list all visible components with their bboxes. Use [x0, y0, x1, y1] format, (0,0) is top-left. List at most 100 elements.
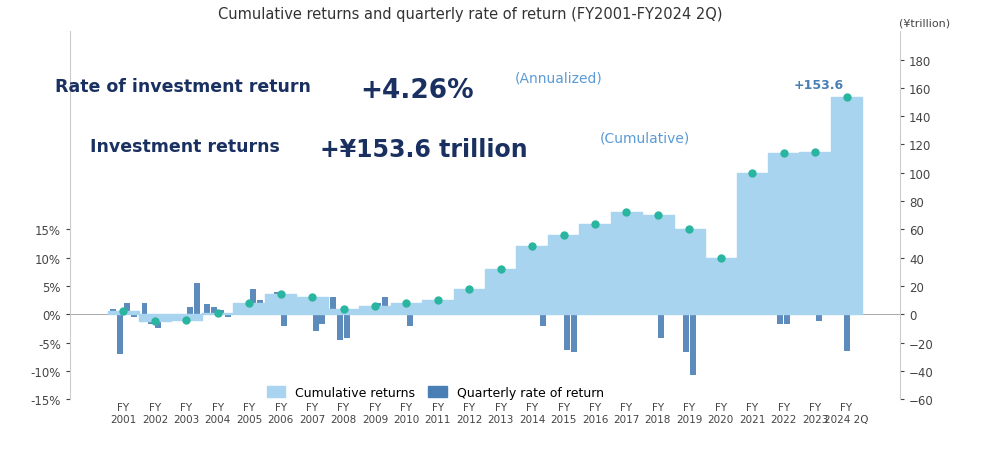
Bar: [369, 308, 374, 314]
Bar: [431, 308, 437, 314]
Bar: [142, 303, 147, 314]
Bar: [250, 289, 256, 314]
Bar: [337, 314, 343, 340]
Bar: [613, 297, 619, 314]
Bar: [665, 301, 671, 314]
Bar: [784, 314, 790, 325]
Bar: [194, 284, 200, 314]
Bar: [330, 297, 336, 314]
Text: +153.6: +153.6: [793, 79, 843, 92]
Bar: [564, 314, 570, 350]
Bar: [288, 297, 294, 314]
Bar: [809, 297, 815, 314]
Bar: [155, 314, 161, 329]
Bar: [299, 301, 305, 314]
Bar: [582, 308, 588, 314]
Text: +4.26%: +4.26%: [360, 78, 474, 104]
Bar: [494, 303, 500, 314]
Bar: [218, 310, 224, 314]
Bar: [557, 303, 563, 314]
Bar: [236, 308, 242, 314]
Bar: [683, 314, 689, 353]
Bar: [602, 305, 608, 314]
Bar: [571, 314, 577, 353]
Bar: [407, 314, 413, 326]
Bar: [117, 314, 123, 354]
Bar: [470, 305, 476, 314]
Bar: [697, 301, 703, 314]
Bar: [344, 314, 350, 339]
Bar: [131, 314, 137, 318]
Bar: [382, 297, 388, 314]
Bar: [124, 303, 130, 314]
Bar: [746, 275, 752, 314]
Bar: [110, 309, 116, 314]
Text: (Annualized): (Annualized): [515, 71, 603, 85]
Bar: [445, 301, 451, 314]
Bar: [438, 308, 444, 314]
Bar: [533, 297, 539, 314]
Bar: [187, 308, 193, 314]
Bar: [540, 314, 546, 326]
Bar: [400, 308, 406, 314]
Bar: [501, 305, 507, 314]
Bar: [760, 301, 766, 314]
Bar: [777, 314, 783, 325]
Bar: [351, 312, 357, 314]
Legend: Cumulative returns, Quarterly rate of return: Cumulative returns, Quarterly rate of re…: [262, 381, 609, 404]
Bar: [463, 303, 469, 314]
Bar: [791, 301, 797, 314]
Bar: [211, 308, 217, 314]
Bar: [456, 292, 462, 314]
Bar: [319, 314, 325, 325]
Bar: [802, 269, 808, 314]
Text: (Cumulative): (Cumulative): [600, 131, 690, 145]
Bar: [173, 314, 179, 318]
Bar: [645, 289, 651, 314]
Bar: [526, 301, 532, 314]
Bar: [487, 301, 493, 314]
Bar: [313, 314, 319, 331]
Bar: [257, 301, 263, 314]
Bar: [634, 289, 640, 314]
Bar: [204, 305, 210, 314]
Bar: [477, 303, 483, 314]
Bar: [651, 301, 657, 314]
Bar: [424, 303, 430, 314]
Bar: [714, 305, 720, 314]
Bar: [844, 314, 850, 351]
Bar: [267, 301, 273, 314]
Bar: [728, 284, 734, 314]
Bar: [596, 305, 601, 314]
Bar: [690, 314, 696, 375]
Bar: [243, 308, 249, 314]
Bar: [823, 289, 828, 314]
Bar: [362, 312, 368, 314]
Bar: [550, 301, 556, 314]
Bar: [676, 301, 682, 314]
Bar: [739, 291, 745, 314]
Bar: [721, 297, 727, 314]
Text: (¥trillion): (¥trillion): [899, 18, 950, 28]
Bar: [393, 308, 399, 314]
Text: Rate of investment return: Rate of investment return: [55, 78, 317, 96]
Bar: [414, 303, 420, 314]
Bar: [770, 293, 776, 314]
Text: Cumulative returns and quarterly rate of return (FY2001-FY2024 2Q): Cumulative returns and quarterly rate of…: [218, 7, 722, 22]
Bar: [375, 303, 381, 314]
Bar: [225, 314, 231, 318]
Bar: [281, 314, 287, 326]
Bar: [816, 314, 822, 322]
Bar: [180, 314, 186, 318]
Bar: [519, 289, 525, 314]
Bar: [620, 297, 626, 314]
Bar: [306, 301, 312, 314]
Bar: [589, 289, 595, 314]
Bar: [148, 314, 154, 325]
Bar: [508, 308, 514, 314]
Text: Investment returns: Investment returns: [90, 138, 286, 156]
Bar: [753, 303, 759, 314]
Text: +¥153.6 trillion: +¥153.6 trillion: [320, 138, 528, 162]
Bar: [627, 296, 633, 314]
Bar: [274, 292, 280, 314]
